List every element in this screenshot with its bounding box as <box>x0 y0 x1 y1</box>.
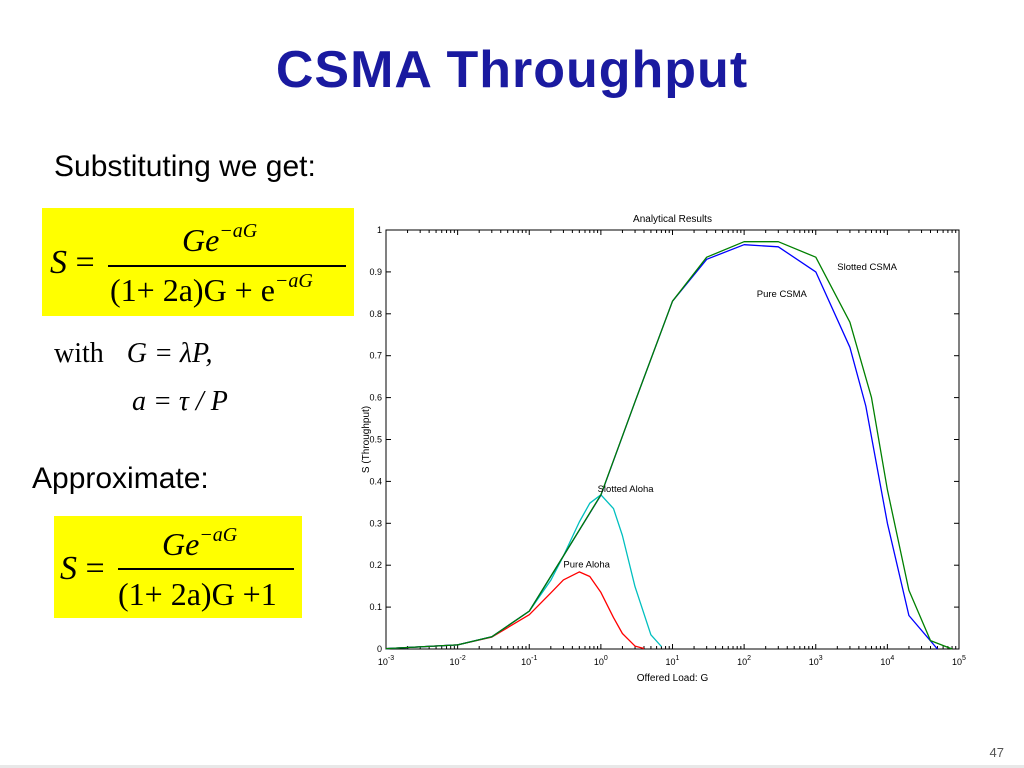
eq1-lhs-symbol: S <box>50 244 67 281</box>
x-tick-label: 103 <box>809 655 823 667</box>
y-tick-label: 0.9 <box>369 267 382 277</box>
y-tick-label: 0.7 <box>369 351 382 361</box>
eq1-numerator: Ge−aG <box>182 220 258 259</box>
y-tick-label: 0.2 <box>369 560 382 570</box>
x-tick-exponent: 1 <box>676 655 680 662</box>
series-annotation: Pure Aloha <box>563 559 610 570</box>
series-line-pure-aloha <box>385 571 645 650</box>
plot-frame <box>385 229 960 650</box>
x-tick-exponent: 4 <box>890 655 894 662</box>
x-tick-base: 10 <box>450 657 460 667</box>
x-tick-label: 104 <box>880 655 894 667</box>
eq2-lhs-symbol: S <box>60 550 77 587</box>
x-tick-exponent: -1 <box>531 655 537 662</box>
throughput-equation-approx: S = Ge−aG (1+ 2a)G +1 <box>54 516 302 618</box>
eq2-lhs: S = <box>60 550 105 588</box>
x-tick-exponent: 2 <box>747 655 751 662</box>
y-tick-label: 0.5 <box>369 435 382 445</box>
x-tick-label: 101 <box>666 655 680 667</box>
a-definition-line: a = τ / P <box>132 386 228 418</box>
eq1-equals: = <box>75 244 95 281</box>
x-tick-base: 10 <box>809 657 819 667</box>
y-tick-label: 0 <box>377 644 382 654</box>
y-tick-label: 1 <box>377 225 382 235</box>
eq1-fraction-bar <box>108 265 346 267</box>
series-line-slotted-csma <box>385 241 953 650</box>
x-tick-exponent: 0 <box>604 655 608 662</box>
x-tick-base: 10 <box>666 657 676 667</box>
x-tick-label: 10-2 <box>450 655 466 667</box>
y-tick-label: 0.1 <box>369 602 382 612</box>
series-line-pure-csma <box>385 244 938 650</box>
y-tick-label: 0.3 <box>369 518 382 528</box>
eq2-num-base: Ge <box>162 526 200 562</box>
series-annotation: Pure CSMA <box>757 289 808 300</box>
series-annotation: Slotted Aloha <box>598 484 655 495</box>
x-tick-label: 100 <box>594 655 608 667</box>
a-definition: a = τ / P <box>132 386 228 417</box>
y-tick-label: 0.4 <box>369 476 382 486</box>
x-tick-base: 10 <box>594 657 604 667</box>
x-tick-base: 10 <box>737 657 747 667</box>
eq1-num-exp: −aG <box>219 220 258 242</box>
with-definition: with G = λP, <box>54 338 213 370</box>
eq2-num-exp: −aG <box>199 524 238 546</box>
y-tick-label: 0.8 <box>369 309 382 319</box>
eq2-denominator: (1+ 2a)G +1 <box>118 576 277 612</box>
series-line-slotted-aloha <box>385 494 662 650</box>
x-tick-exponent: 5 <box>962 655 966 662</box>
eq2-fraction-bar <box>118 568 294 570</box>
slide-title: CSMA Throughput <box>275 41 749 99</box>
substituting-text: Substituting we get: <box>54 150 316 183</box>
throughput-chart: Analytical Results 0 0.1 0.2 0.3 0.4 0.5 0.6 0.7… <box>361 214 966 684</box>
x-tick-label: 10-3 <box>378 655 394 667</box>
chart-title: Analytical Results <box>633 214 712 225</box>
x-axis-label: Offered Load: G <box>637 673 709 684</box>
x-tick-label: 105 <box>952 655 966 667</box>
eq1-den-main: (1+ 2a)G + e <box>110 272 275 308</box>
g-definition: G = λP, <box>126 338 213 369</box>
x-tick-exponent: -3 <box>388 655 394 662</box>
x-tick-label: 102 <box>737 655 751 667</box>
x-tick-base: 10 <box>952 657 962 667</box>
x-tick-base: 10 <box>880 657 890 667</box>
series-annotation: Slotted CSMA <box>837 262 897 273</box>
x-tick-base: 10 <box>521 657 531 667</box>
eq2-numerator: Ge−aG <box>162 524 238 563</box>
x-tick-exponent: 3 <box>819 655 823 662</box>
y-tick-label: 0.6 <box>369 393 382 403</box>
x-tick-exponent: -2 <box>460 655 466 662</box>
x-tick-label: 10-1 <box>521 655 537 667</box>
footer-rule <box>0 765 1024 768</box>
throughput-equation-exact: S = Ge−aG (1+ 2a)G + e−aG <box>42 208 354 316</box>
eq1-lhs: S = <box>50 244 95 282</box>
eq1-den-exp: −aG <box>274 270 313 292</box>
eq1-num-base: Ge <box>182 222 220 258</box>
eq1-denominator: (1+ 2a)G + e−aG <box>110 270 313 309</box>
with-word: with <box>54 338 104 369</box>
eq2-equals: = <box>85 550 105 587</box>
x-tick-base: 10 <box>378 657 388 667</box>
y-axis-label: S (Throughput) <box>361 406 372 473</box>
approximate-text: Approximate: <box>32 462 209 495</box>
page-number: 47 <box>989 745 1004 760</box>
